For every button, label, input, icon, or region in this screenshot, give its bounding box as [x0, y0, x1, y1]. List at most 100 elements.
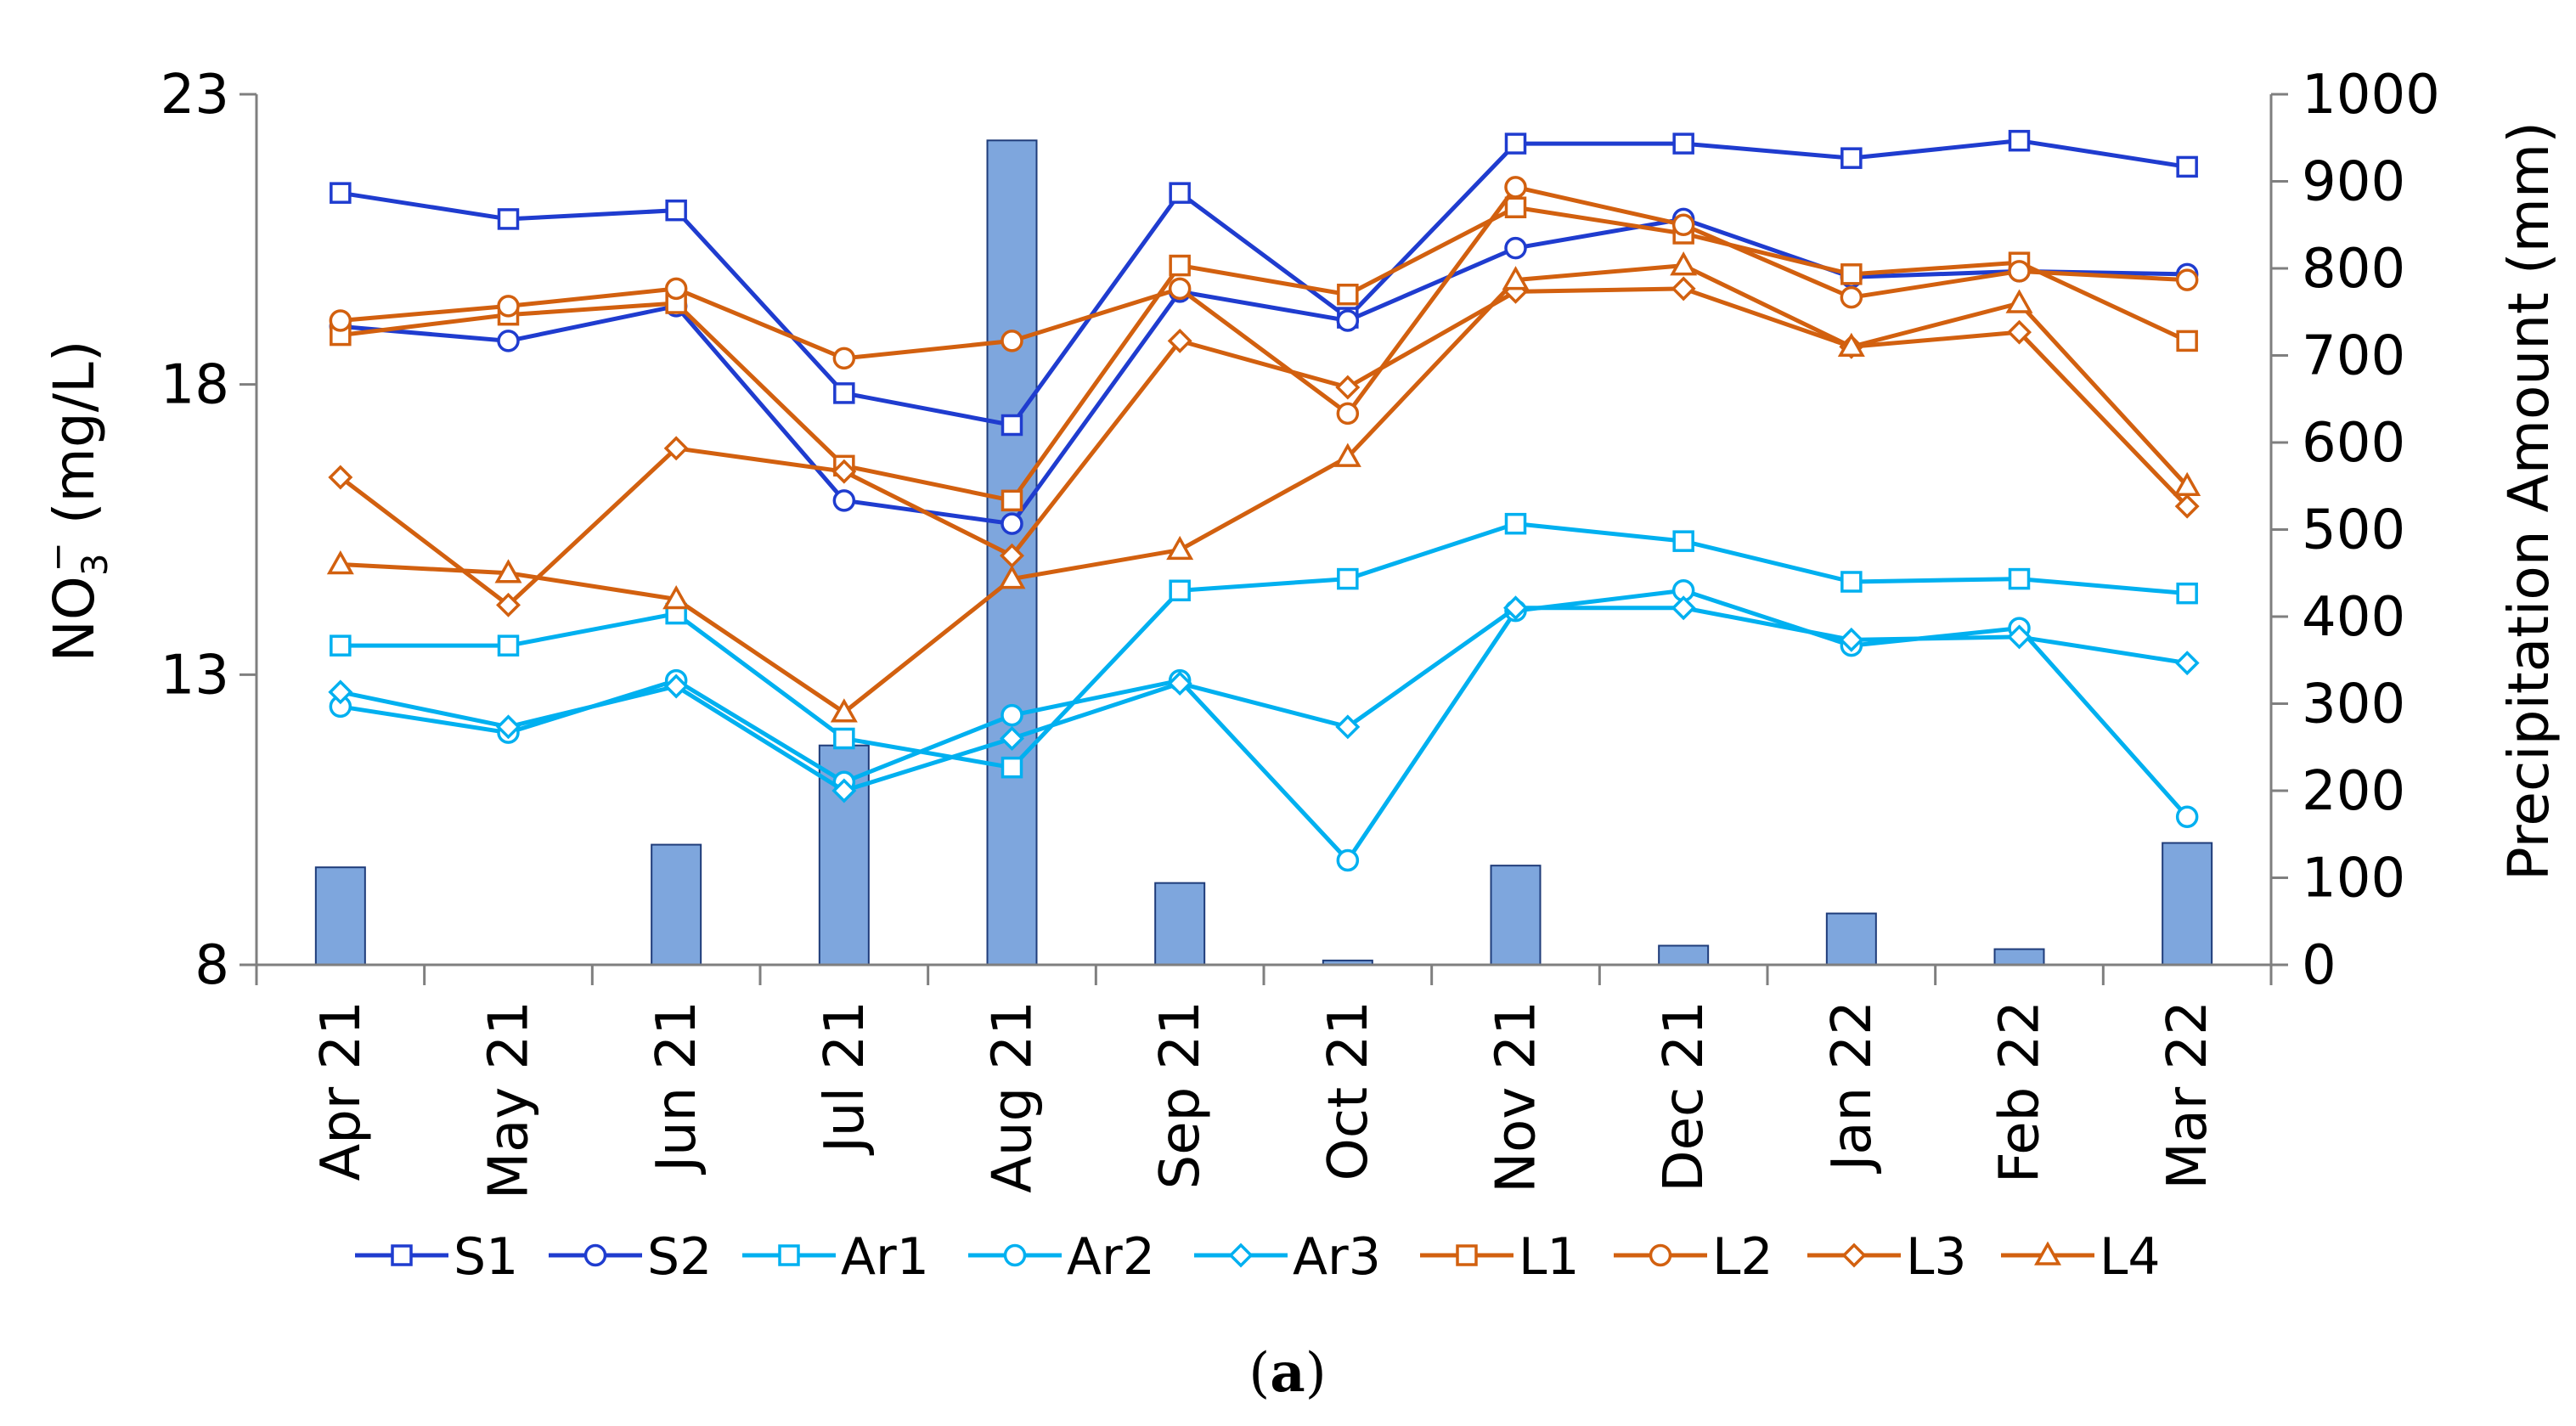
caption-prefix: (: [1249, 1342, 1270, 1405]
point-ar3-8: [1671, 595, 1696, 621]
series-s1: [330, 129, 2198, 437]
point-l2-10: [2008, 260, 2031, 283]
series-ar1: [330, 512, 2198, 779]
y2-axis-title: Precipitation Amount (mm): [2496, 121, 2562, 881]
point-l2-5: [1168, 277, 1192, 301]
point-l3-1: [496, 592, 521, 617]
point-l3-0: [328, 465, 353, 490]
series-line-l3: [339, 286, 2189, 607]
point-l3-8: [1671, 276, 1696, 302]
point-l1-7: [1504, 196, 1527, 218]
precip-bar-jan-22: [1825, 912, 1877, 967]
precip-bar-mar-22: [2162, 842, 2213, 966]
legend-marker: [1456, 1244, 1478, 1266]
point-l2-3: [832, 347, 856, 370]
legend-entry-ar2: Ar2: [968, 1227, 1155, 1287]
point-l4-4: [998, 565, 1026, 589]
point-s1-5: [1169, 182, 1191, 204]
y-tick-label: 8: [194, 934, 229, 997]
series-lines: [326, 129, 2201, 872]
point-s1-7: [1504, 132, 1527, 155]
x-tick-label: Jan 22: [1821, 1000, 1884, 1174]
x-tick-label: Oct 21: [1317, 1000, 1380, 1181]
point-ar1-7: [1504, 512, 1527, 535]
series-ar2: [329, 579, 2199, 872]
x-tick-label: Apr 21: [310, 1000, 373, 1181]
point-l2-4: [1001, 330, 1023, 352]
legend-entry-l2: L2: [1614, 1227, 1773, 1287]
point-l3-11: [2174, 493, 2200, 519]
point-s1-11: [2176, 155, 2198, 178]
point-l1-5: [1169, 254, 1191, 277]
y-axis-title-unit: (mg/L): [42, 341, 107, 543]
point-s1-2: [665, 199, 687, 222]
point-s2-4: [1001, 512, 1023, 535]
series-line-ar1: [340, 521, 2188, 770]
point-ar3-11: [2174, 651, 2200, 676]
point-s1-8: [1672, 132, 1694, 155]
point-l4-2: [662, 584, 691, 610]
point-l1-6: [1337, 284, 1359, 306]
point-l3-5: [1167, 328, 1192, 353]
point-s1-1: [497, 208, 520, 230]
point-ar3-0: [328, 679, 353, 705]
series-line-s2: [340, 217, 2188, 527]
point-l1-11: [2176, 330, 2198, 352]
point-l4-6: [1333, 442, 1361, 467]
y-axis-title-main: NO: [42, 576, 107, 662]
point-l4-5: [1166, 535, 1194, 561]
point-l3-10: [2007, 319, 2032, 345]
point-ar1-10: [2008, 567, 2031, 590]
precip-bar-sep-21: [1154, 882, 1206, 967]
legend-label: L4: [2100, 1227, 2161, 1287]
x-tick-label: Jul 21: [814, 1000, 877, 1156]
legend-marker: [2034, 1241, 2061, 1265]
point-l3-3: [831, 459, 857, 484]
y-axis-title-sup: −: [37, 542, 78, 572]
figure-caption: (a): [1249, 1341, 1326, 1405]
point-s2-3: [832, 489, 856, 512]
x-tick-label: May 21: [478, 1000, 541, 1199]
series-line-l1: [340, 205, 2189, 503]
point-ar2-4: [1001, 703, 1023, 727]
legend-entry-l3: L3: [1807, 1227, 1967, 1287]
point-ar1-8: [1672, 530, 1694, 552]
y2-tick-label: 1000: [2302, 64, 2440, 127]
y2-tick-label: 800: [2302, 238, 2405, 301]
series-ar3: [328, 595, 2200, 803]
legend-label: L3: [1906, 1227, 1967, 1287]
series-line-s1: [340, 138, 2188, 427]
point-l2-9: [1840, 285, 1863, 309]
point-ar3-3: [831, 778, 857, 803]
series-line-ar3: [340, 606, 2188, 793]
point-l2-6: [1336, 402, 1360, 426]
point-s1-4: [1001, 414, 1023, 437]
legend-entry-s1: S1: [355, 1227, 518, 1287]
series-line-l4: [340, 263, 2190, 715]
precip-bar-dec-21: [1658, 944, 1710, 966]
point-ar3-5: [1167, 671, 1192, 696]
caption-suffix: ): [1305, 1342, 1327, 1405]
precip-bar-apr-21: [314, 866, 366, 967]
y2-tick-label: 400: [2302, 586, 2405, 649]
precipitation-bars: [314, 139, 2213, 967]
point-s2-1: [497, 330, 520, 352]
y2-tick-label: 300: [2302, 674, 2405, 736]
y-tick-label: 18: [161, 354, 229, 417]
x-tick-label: Sep 21: [1149, 1000, 1212, 1189]
x-tick-label: Mar 22: [2156, 1000, 2219, 1190]
series-l1: [330, 196, 2198, 512]
y2-tick-label: 600: [2302, 412, 2405, 475]
legend-entry-ar1: Ar1: [742, 1227, 929, 1287]
legend-marker: [1841, 1243, 1867, 1268]
point-l4-3: [830, 698, 858, 723]
point-s2-7: [1504, 236, 1527, 260]
legend-label: Ar1: [841, 1227, 929, 1287]
series-l2: [329, 176, 2199, 426]
legend-label: Ar3: [1293, 1227, 1381, 1287]
point-ar1-0: [330, 634, 352, 657]
y2-tick-label: 0: [2302, 934, 2336, 997]
precip-bar-jun-21: [651, 843, 702, 966]
precip-bar-nov-21: [1490, 865, 1542, 967]
